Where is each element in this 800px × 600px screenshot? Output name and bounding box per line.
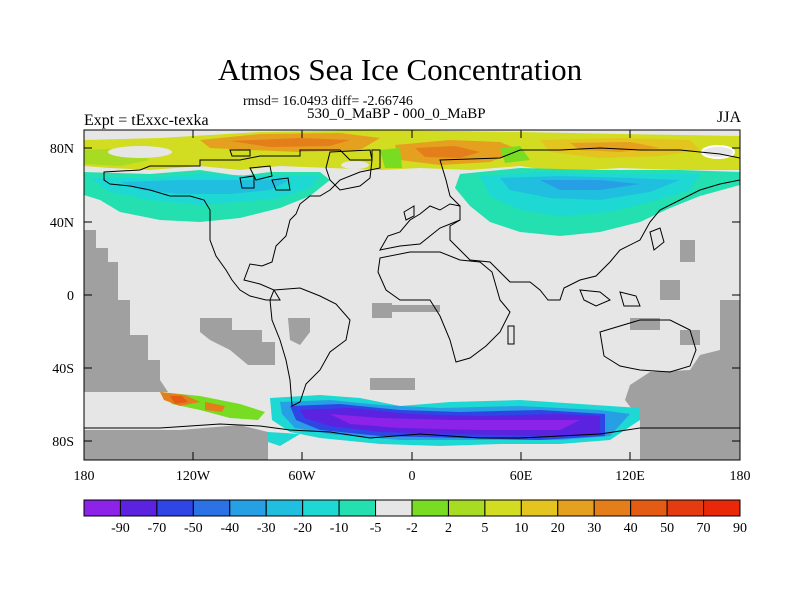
colorbar-swatch: [557, 499, 595, 517]
colorbar-label: 70: [697, 521, 711, 536]
colorbar-swatch: [375, 499, 413, 517]
statistics-label: rmsd= 16.0493 diff= -2.66746: [243, 94, 413, 109]
colorbar-label: 50: [660, 521, 674, 536]
missing-data-regions: [84, 230, 740, 460]
colorbar-swatch: [192, 499, 231, 517]
lat-label-40s: 40S: [52, 362, 74, 377]
colorbar-swatch: [229, 499, 267, 517]
lon-label-0: 0: [409, 469, 416, 484]
colorbar-swatch: [156, 499, 194, 517]
arctic-positive-band: [84, 130, 740, 172]
longitude-labels: 180 120W 60W 0 60E 120E 180: [74, 469, 751, 484]
colorbar-label: -70: [148, 521, 167, 536]
experiment-label: Expt = tExxc-texka: [84, 112, 209, 129]
colorbar-label: 5: [481, 521, 488, 536]
antarctic-change-band: [160, 392, 640, 446]
lat-label-0: 0: [67, 289, 74, 304]
arctic-negative-band: [84, 168, 740, 236]
colorbar-swatch: [630, 499, 668, 517]
colorbar-label: -30: [257, 521, 276, 536]
colorbar-label: -40: [220, 521, 239, 536]
colorbar-label: 90: [733, 521, 747, 536]
colorbar-labels: -90 -70 -50 -40 -30 -20 -10 -5 -2 2 5 10 20 30 40 50 70 9…: [111, 521, 747, 536]
lat-label-80s: 80S: [52, 435, 74, 450]
colorbar-label: -50: [184, 521, 203, 536]
colorbar-label: 40: [624, 521, 638, 536]
axis-ticks: [84, 130, 740, 460]
colorbar-swatch: [447, 499, 486, 517]
lon-label-60e: 60E: [510, 469, 533, 484]
colorbar-label: -10: [330, 521, 349, 536]
colorbar-label: 30: [587, 521, 601, 536]
lon-label-180w: 180: [74, 469, 95, 484]
season-label: JJA: [716, 109, 741, 126]
colorbar-swatch: [703, 499, 741, 517]
colorbar-swatch: [119, 499, 158, 517]
lat-label-80n: 80N: [50, 142, 74, 157]
colorbar-swatch: [593, 499, 632, 517]
colorbar-swatch: [338, 499, 377, 517]
colorbar-swatch: [265, 499, 304, 517]
colorbar-label: 10: [514, 521, 528, 536]
map-field: [84, 130, 740, 460]
lon-label-60w: 60W: [288, 469, 316, 484]
colorbar-label: 20: [551, 521, 565, 536]
coastlines: [84, 147, 740, 439]
latitude-labels: 80N 40N 0 40S 80S: [50, 142, 74, 450]
colorbar: [83, 499, 741, 517]
lon-label-120e: 120E: [615, 469, 645, 484]
colorbar-swatch: [520, 499, 559, 517]
colorbar-label: -2: [406, 521, 418, 536]
colorbar-swatch: [411, 499, 449, 517]
plot-title: Atmos Sea Ice Concentration: [217, 52, 583, 87]
lat-label-40n: 40N: [50, 216, 74, 231]
lon-label-120w: 120W: [176, 469, 211, 484]
lon-label-180e: 180: [730, 469, 751, 484]
colorbar-label: -5: [370, 521, 382, 536]
colorbar-label: 2: [445, 521, 452, 536]
colorbar-swatch: [302, 499, 340, 517]
colorbar-swatch: [484, 499, 522, 517]
colorbar-swatch: [666, 499, 705, 517]
colorbar-label: -20: [293, 521, 312, 536]
colorbar-label: -90: [111, 521, 130, 536]
colorbar-swatch: [83, 499, 121, 517]
plot-subtitle: 530_0_MaBP - 000_0_MaBP: [307, 106, 486, 122]
